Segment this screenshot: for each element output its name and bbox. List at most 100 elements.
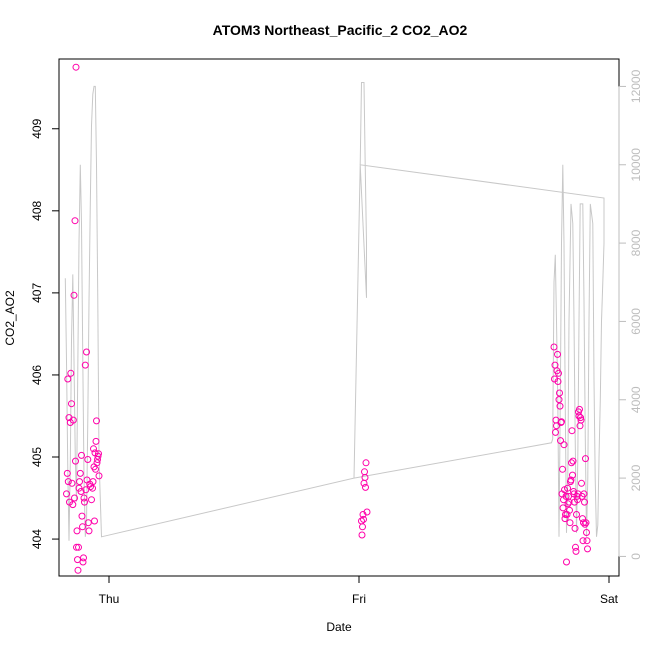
data-point <box>73 527 81 535</box>
y-left-tick-label: 409 <box>30 118 44 138</box>
data-point <box>69 501 77 509</box>
data-point <box>359 523 366 531</box>
data-point <box>554 350 561 358</box>
y-right-tick-label: 8000 <box>629 229 643 256</box>
data-point <box>559 504 567 512</box>
data-point <box>64 478 72 486</box>
data-point <box>95 450 102 458</box>
data-point <box>93 459 101 467</box>
x-tick-label: Thu <box>99 592 120 606</box>
data-point <box>579 515 586 523</box>
y-right-tick-label: 2000 <box>629 464 643 491</box>
data-point <box>584 545 591 553</box>
chart-title: ATOM3 Northeast_Pacific_2 CO2_AO2 <box>213 22 468 38</box>
data-point <box>69 416 77 424</box>
data-point <box>63 469 71 477</box>
y-right-tick-label: 0 <box>629 553 643 560</box>
data-point <box>92 465 99 473</box>
data-point <box>84 456 92 463</box>
y-right-tick-label: 10000 <box>629 148 643 182</box>
data-point <box>95 472 103 480</box>
data-point <box>571 524 579 532</box>
data-point <box>88 496 95 504</box>
data-point <box>89 484 96 492</box>
data-point <box>362 483 369 491</box>
data-point <box>550 343 558 351</box>
plot-frame <box>58 58 620 577</box>
data-point <box>559 465 566 473</box>
data-point <box>84 519 92 527</box>
data-point <box>80 494 88 502</box>
point-series <box>63 63 591 574</box>
data-point <box>90 445 97 453</box>
data-point <box>91 517 98 525</box>
data-point <box>68 400 75 408</box>
data-point <box>556 389 563 397</box>
data-point <box>567 476 575 484</box>
data-point <box>561 515 569 523</box>
data-point <box>563 558 570 566</box>
data-point <box>564 484 571 492</box>
data-point <box>560 441 568 449</box>
data-point <box>562 492 570 500</box>
data-point <box>579 537 587 545</box>
data-point <box>362 459 370 467</box>
data-point <box>76 469 84 477</box>
data-point <box>74 566 82 574</box>
data-point <box>566 506 573 514</box>
data-point <box>578 479 585 487</box>
data-point <box>78 512 86 520</box>
data-point <box>554 378 562 385</box>
data-point <box>67 369 75 377</box>
data-point <box>85 527 93 535</box>
data-point <box>70 291 78 299</box>
data-point <box>71 494 78 502</box>
data-point <box>361 468 368 476</box>
data-point <box>363 508 371 516</box>
x-axis-label: Date <box>326 620 352 634</box>
data-point <box>79 523 86 531</box>
data-point <box>581 520 589 528</box>
data-point <box>72 457 79 465</box>
series-line-0 <box>64 82 605 541</box>
line-series <box>64 82 605 541</box>
data-point <box>572 547 580 555</box>
y-left-tick-label: 407 <box>30 283 44 303</box>
data-point <box>583 537 591 545</box>
data-point <box>89 478 97 486</box>
data-point <box>77 488 85 495</box>
data-point <box>361 474 369 481</box>
data-point <box>557 437 564 445</box>
data-point <box>552 428 559 436</box>
data-point <box>71 217 79 225</box>
data-point <box>68 479 76 487</box>
data-point <box>583 529 590 536</box>
data-point <box>573 511 580 518</box>
y-right-tick-label: 6000 <box>629 308 643 335</box>
data-point <box>358 531 366 539</box>
data-point <box>582 455 589 463</box>
data-point <box>555 396 563 404</box>
data-point <box>73 543 80 551</box>
data-point <box>566 519 574 527</box>
y-left-tick-label: 405 <box>30 447 44 467</box>
data-point <box>577 416 585 424</box>
data-point <box>568 459 575 467</box>
data-point <box>81 361 89 369</box>
data-point <box>94 452 102 460</box>
y-right-tick-label: 12000 <box>629 69 643 103</box>
data-point <box>576 405 583 413</box>
data-point <box>580 490 588 498</box>
data-point <box>76 478 83 486</box>
data-point <box>78 451 85 459</box>
data-point <box>82 486 90 494</box>
x-axis: Thu Fri Sat <box>99 575 619 606</box>
data-point <box>577 414 584 422</box>
data-point <box>553 422 560 430</box>
data-point <box>575 412 583 420</box>
data-point <box>360 515 367 523</box>
data-point <box>83 348 90 356</box>
data-point <box>582 519 590 527</box>
data-point <box>93 417 100 425</box>
